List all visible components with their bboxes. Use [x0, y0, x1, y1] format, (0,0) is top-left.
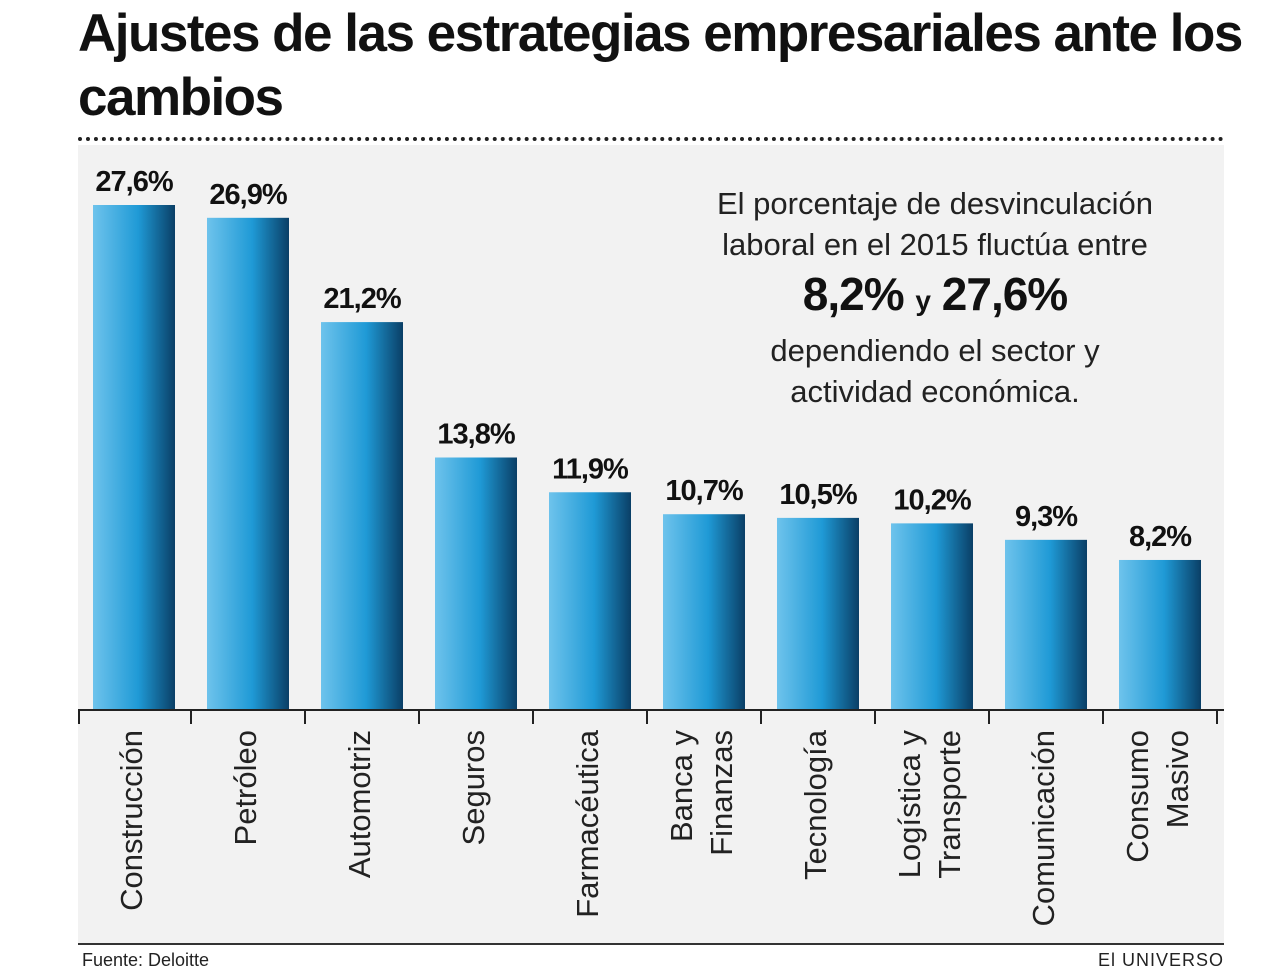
bar-6 [777, 517, 859, 710]
annotation-line-4: actividad económica. [790, 374, 1080, 409]
category-label-7-line-1: Transporte [932, 730, 967, 879]
bar-7 [891, 523, 973, 710]
bar-chart: 27,6% Construcción 26,9% Petróleo 21,2% Autom… [78, 166, 1224, 926]
category-label-2: Automotriz [342, 730, 377, 878]
category-label-9-line-1: Masivo [1160, 730, 1195, 828]
category-label-4: Farmacéutica [570, 729, 605, 918]
category-label-7-line-0: Logística y [892, 730, 927, 879]
value-label-6: 10,5% [779, 479, 857, 511]
value-label-2: 21,2% [323, 283, 401, 315]
publisher-brand: El UNIVERSO [1097, 950, 1224, 970]
bar-1 [207, 217, 289, 710]
category-label-6: Tecnología [798, 729, 833, 880]
bar-8 [1005, 539, 1087, 710]
chart-panel: 27,6% Construcción 26,9% Petróleo 21,2% Autom… [78, 145, 1224, 943]
bar-9 [1119, 559, 1201, 710]
bar-0 [93, 205, 175, 710]
value-label-3: 13,8% [437, 419, 515, 451]
value-label-7: 10,2% [893, 484, 971, 516]
range-low: 8,2% [802, 268, 905, 320]
value-label-8: 9,3% [1015, 501, 1078, 533]
bar-2 [321, 322, 403, 710]
bar-5 [663, 514, 745, 710]
category-label-3: Seguros [456, 730, 491, 845]
value-label-0: 27,6% [95, 166, 173, 198]
range-high: 27,6% [941, 268, 1068, 320]
footer-divider [78, 943, 1224, 945]
annotation-text: El porcentaje de desvinculación laboral … [690, 183, 1180, 412]
bar-4 [549, 492, 631, 710]
category-label-1: Petróleo [228, 730, 263, 845]
value-label-5: 10,7% [665, 475, 743, 507]
category-label-8: Comunicación [1026, 730, 1061, 926]
value-label-9: 8,2% [1129, 521, 1192, 553]
range-conjunction: y [915, 285, 931, 316]
chart-title: Ajustes de las estrategias empresariales… [78, 4, 1243, 127]
annotation-line-3: dependiendo el sector y [770, 333, 1100, 368]
category-label-5-line-0: Banca y [664, 730, 699, 843]
annotation-range: 8,2% y 27,6% [690, 265, 1180, 330]
category-label-5-line-1: Finanzas [704, 730, 739, 856]
category-label-0: Construcción [114, 730, 149, 911]
source-credit: Fuente: Deloitte [82, 950, 210, 970]
annotation-line-2: laboral en el 2015 fluctúa entre [722, 227, 1148, 262]
bar-3 [435, 457, 517, 710]
category-label-9-line-0: Consumo [1120, 730, 1155, 863]
dotted-divider [78, 137, 1224, 141]
annotation-line-1: El porcentaje de desvinculación [717, 186, 1153, 221]
value-label-1: 26,9% [209, 179, 287, 211]
value-label-4: 11,9% [552, 453, 629, 485]
